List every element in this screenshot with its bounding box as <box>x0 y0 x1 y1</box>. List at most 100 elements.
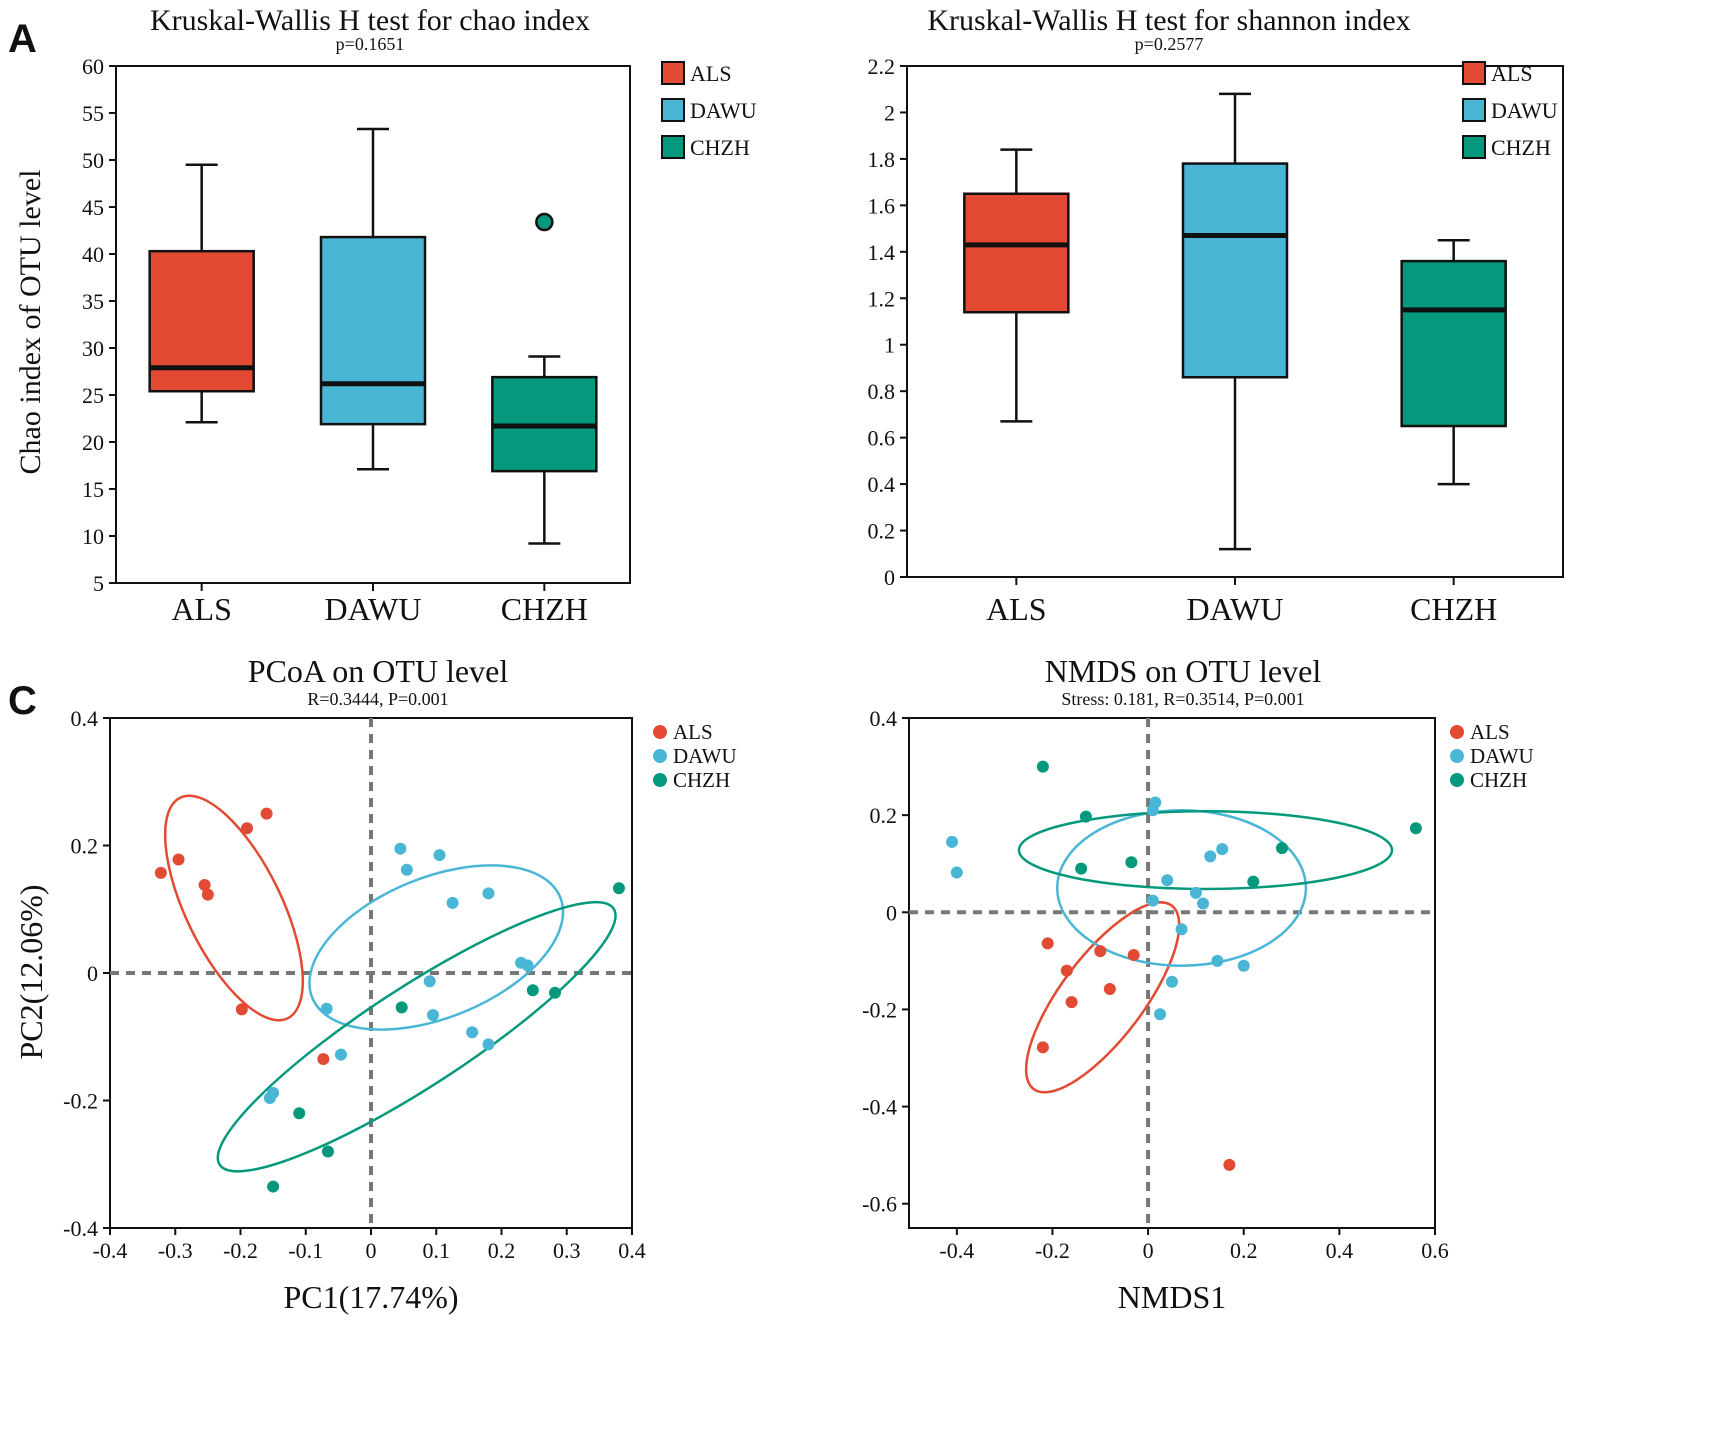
panel-a: A Kruskal-Wallis H test for chao index p=0… <box>0 0 857 705</box>
panel-b: BKruskal-Wallis H test for shannon index… <box>801 0 1713 705</box>
x-tick-label: 0.3 <box>553 1238 581 1263</box>
x-tick-label: 0.4 <box>618 1238 646 1263</box>
point-chzh <box>321 1145 334 1158</box>
point-chzh <box>1079 810 1092 823</box>
point-chzh <box>526 984 539 997</box>
point-dawu <box>1216 843 1229 856</box>
y-tick-label: 45 <box>82 195 104 220</box>
legend-marker-dawu <box>653 749 667 763</box>
legend-label-als: ALS <box>690 61 732 86</box>
point-dawu <box>1166 975 1178 988</box>
point-dawu <box>1197 897 1210 910</box>
y-tick-label: 15 <box>82 477 104 502</box>
y-tick-label: 0.4 <box>870 706 898 731</box>
chart-subtitle: p=0.1651 <box>336 34 405 54</box>
legend-swatch-dawu <box>1462 98 1486 122</box>
y-tick-label: 50 <box>82 148 104 173</box>
legend-swatch-dawu <box>661 98 685 122</box>
y-tick-label: 0 <box>886 900 897 925</box>
x-tick-label: -0.2 <box>223 1238 258 1263</box>
panel-letter: A <box>8 17 37 61</box>
y-tick-label: 1.6 <box>868 193 896 218</box>
point-dawu <box>1154 1008 1167 1021</box>
point-als <box>317 1053 330 1066</box>
point-als <box>260 807 273 820</box>
y-tick-label: 0.8 <box>868 379 896 404</box>
legend-label-chzh: CHZH <box>690 135 750 160</box>
legend-marker-als <box>653 725 667 739</box>
panel-c: C PCoA on OTU level R=0.3444, P=0.001 PC2(1… <box>0 656 857 1445</box>
point-als <box>235 1003 248 1016</box>
y-axis-label: PC2(12.06%) <box>13 884 49 1059</box>
point-dawu <box>334 1048 347 1061</box>
point-chzh <box>1275 842 1288 855</box>
x-tick-label: 0.6 <box>1421 1238 1449 1263</box>
legend-label-dawu: DAWU <box>1470 744 1534 768</box>
legend-marker-chzh <box>1450 773 1464 787</box>
confidence-ellipse-dawu <box>308 864 565 1031</box>
panel-letter: C <box>8 679 37 723</box>
chart-title: Kruskal-Wallis H test for shannon index <box>927 4 1410 37</box>
y-tick-label: -0.2 <box>862 997 897 1022</box>
x-axis-label: NMDS1 <box>1118 1279 1226 1315</box>
point-dawu <box>426 1009 439 1022</box>
point-als <box>1060 964 1073 977</box>
confidence-ellipse-dawu <box>1055 809 1308 967</box>
point-als <box>241 822 254 835</box>
y-tick-label: -0.4 <box>63 1216 98 1241</box>
point-chzh <box>293 1107 306 1120</box>
point-dawu <box>394 842 407 855</box>
point-chzh <box>612 882 625 895</box>
outlier-point <box>535 212 554 232</box>
chart-title: PCoA on OTU level <box>248 656 509 689</box>
x-tick-label: -0.1 <box>288 1238 323 1263</box>
x-tick-label: 0.2 <box>1230 1238 1258 1263</box>
point-chzh <box>549 986 562 999</box>
chart-title: Kruskal-Wallis H test for chao index <box>150 4 590 37</box>
y-tick-label: 0.2 <box>870 803 898 828</box>
x-tick-label: -0.4 <box>939 1238 974 1263</box>
legend-marker-als <box>1450 725 1464 739</box>
legend-label-chzh: CHZH <box>1491 135 1551 160</box>
confidence-ellipse-chzh <box>216 900 617 1173</box>
point-dawu <box>466 1026 479 1039</box>
legend-label-als: ALS <box>1491 61 1533 86</box>
x-tick-label: 0.1 <box>423 1238 451 1263</box>
point-chzh <box>1036 760 1049 773</box>
legend-label-chzh: CHZH <box>673 768 730 792</box>
y-tick-label: 1.2 <box>868 286 896 311</box>
x-tick-label: 0 <box>366 1238 377 1263</box>
x-tick-label: DAWU <box>325 591 422 627</box>
point-als <box>1065 996 1078 1009</box>
point-chzh <box>1409 822 1422 835</box>
shannon-boxplot: BKruskal-Wallis H test for shannon index… <box>801 4 1564 627</box>
point-dawu <box>263 1091 276 1104</box>
x-tick-label: ALS <box>986 591 1046 627</box>
point-als <box>198 879 211 892</box>
chao-boxplot: A Kruskal-Wallis H test for chao indexp=0… <box>8 4 757 627</box>
y-tick-label: -0.4 <box>862 1095 897 1120</box>
point-als <box>1103 983 1116 996</box>
point-dawu <box>433 849 446 862</box>
x-tick-label: ALS <box>171 591 231 627</box>
y-tick-label: 0.6 <box>868 426 896 451</box>
y-tick-label: 1 <box>884 333 895 358</box>
point-als <box>172 853 185 866</box>
chart-subtitle: R=0.3444, P=0.001 <box>307 689 448 709</box>
y-tick-label: 2.2 <box>868 54 896 79</box>
x-tick-label: 0 <box>1143 1238 1154 1263</box>
x-tick-label: DAWU <box>1187 591 1284 627</box>
y-tick-label: 40 <box>82 242 104 267</box>
point-dawu <box>1146 894 1159 907</box>
y-tick-label: 20 <box>82 430 104 455</box>
point-als <box>154 866 167 879</box>
y-tick-label: 30 <box>82 336 104 361</box>
y-tick-label: 35 <box>82 289 104 314</box>
legend-swatch-als <box>661 61 685 85</box>
y-tick-label: 0.2 <box>71 834 99 859</box>
y-tick-label: 25 <box>82 383 104 408</box>
plot-frame <box>908 717 1436 1229</box>
y-tick-label: 0 <box>884 565 895 590</box>
